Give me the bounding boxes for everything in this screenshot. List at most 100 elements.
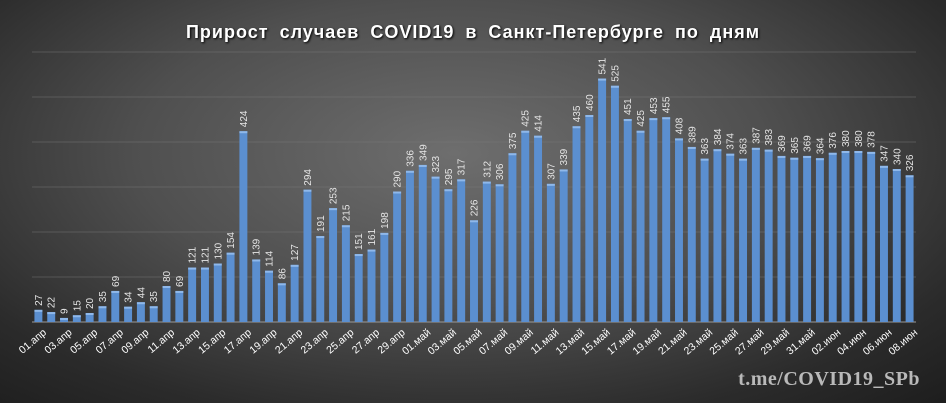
data-label: 121	[188, 246, 199, 263]
data-label: 69	[175, 275, 186, 287]
x-tick-label: 08.июн	[886, 326, 920, 357]
data-label: 425	[636, 110, 647, 127]
data-label: 161	[367, 228, 378, 245]
bar	[380, 232, 389, 322]
bar-highlight	[367, 249, 376, 252]
data-label: 336	[405, 150, 416, 167]
bar	[546, 183, 555, 322]
data-label: 525	[610, 65, 621, 82]
bar-highlight	[803, 155, 812, 158]
bar	[713, 149, 722, 322]
bar-highlight	[764, 149, 773, 152]
bar-highlight	[457, 179, 466, 182]
data-label: 9	[60, 308, 71, 314]
data-label: 139	[252, 238, 263, 255]
data-label: 425	[521, 110, 532, 127]
data-label: 451	[623, 98, 634, 115]
bar-highlight	[777, 155, 786, 158]
bar-highlight	[828, 152, 837, 155]
data-label: 363	[739, 138, 750, 155]
x-tick-label: 25.апр	[324, 327, 356, 357]
bar	[200, 267, 209, 322]
bar	[303, 189, 312, 322]
x-tick-label: 03.апр	[42, 327, 74, 357]
bar	[687, 146, 696, 322]
bar-highlight	[815, 158, 824, 161]
data-label: 191	[316, 215, 327, 232]
bar-highlight	[329, 208, 338, 211]
x-tick-label: 23.апр	[299, 327, 331, 357]
bar	[662, 117, 671, 322]
bar	[34, 309, 43, 322]
bar-highlight	[508, 153, 517, 156]
bar-highlight	[610, 85, 619, 88]
bar-highlight	[687, 146, 696, 149]
data-label: 369	[803, 135, 814, 152]
bar-highlight	[636, 130, 645, 133]
bar	[431, 176, 440, 322]
data-label: 295	[444, 168, 455, 185]
data-label: 369	[777, 135, 788, 152]
bar	[162, 286, 171, 322]
bar	[367, 249, 376, 322]
bar-highlight	[175, 290, 184, 293]
bar-highlight	[905, 175, 914, 178]
data-label: 127	[290, 244, 301, 261]
x-tick-label: 15.апр	[196, 327, 228, 357]
data-label: 86	[277, 268, 288, 280]
bar	[675, 138, 683, 322]
data-label: 20	[85, 297, 96, 309]
data-label: 35	[149, 291, 160, 303]
x-tick-label: 11.апр	[145, 327, 177, 356]
data-label: 317	[457, 158, 468, 175]
bar-highlight	[418, 164, 427, 167]
data-label: 435	[572, 105, 583, 122]
data-label: 121	[200, 246, 211, 263]
bar-highlight	[892, 169, 901, 171]
data-label: 27	[34, 294, 45, 306]
bar	[47, 312, 56, 322]
data-label: 294	[303, 169, 314, 186]
bar	[482, 181, 491, 322]
bar-highlight	[662, 117, 671, 120]
bar	[72, 315, 81, 322]
bar	[559, 169, 568, 322]
data-label: 290	[393, 170, 404, 187]
bar-highlight	[444, 189, 453, 192]
data-label: 114	[265, 250, 276, 266]
x-tick-label: 07.апр	[94, 327, 126, 357]
bar	[892, 169, 901, 322]
data-label: 44	[136, 287, 147, 299]
data-label: 198	[380, 212, 391, 229]
bar	[354, 254, 363, 322]
data-label: 253	[329, 187, 340, 204]
bar	[790, 157, 799, 322]
data-label: 15	[72, 300, 83, 312]
x-tick-label: 09.апр	[119, 327, 151, 357]
bar-highlight	[559, 169, 568, 172]
bar-highlight	[303, 189, 312, 192]
bar-highlight	[623, 119, 632, 122]
bar-highlight	[546, 183, 555, 186]
bar	[341, 225, 350, 322]
bar-highlight	[60, 317, 69, 320]
bar-highlight	[726, 153, 735, 156]
bar-highlight	[239, 131, 248, 134]
bar	[329, 208, 338, 322]
x-tick-label: 01.апр	[17, 327, 49, 357]
bar	[815, 158, 824, 322]
bar	[98, 306, 107, 322]
data-label: 349	[418, 144, 429, 161]
bar-highlight	[136, 302, 145, 305]
bar-highlight	[277, 283, 286, 286]
data-label: 376	[828, 132, 839, 149]
data-label: 460	[585, 94, 596, 111]
bar-highlight	[534, 135, 543, 138]
bar-highlight	[790, 157, 799, 160]
bar-highlight	[405, 170, 414, 173]
bar-highlight	[111, 290, 120, 293]
data-label: 383	[764, 129, 775, 146]
bar	[85, 313, 94, 322]
data-label: 307	[546, 163, 557, 180]
